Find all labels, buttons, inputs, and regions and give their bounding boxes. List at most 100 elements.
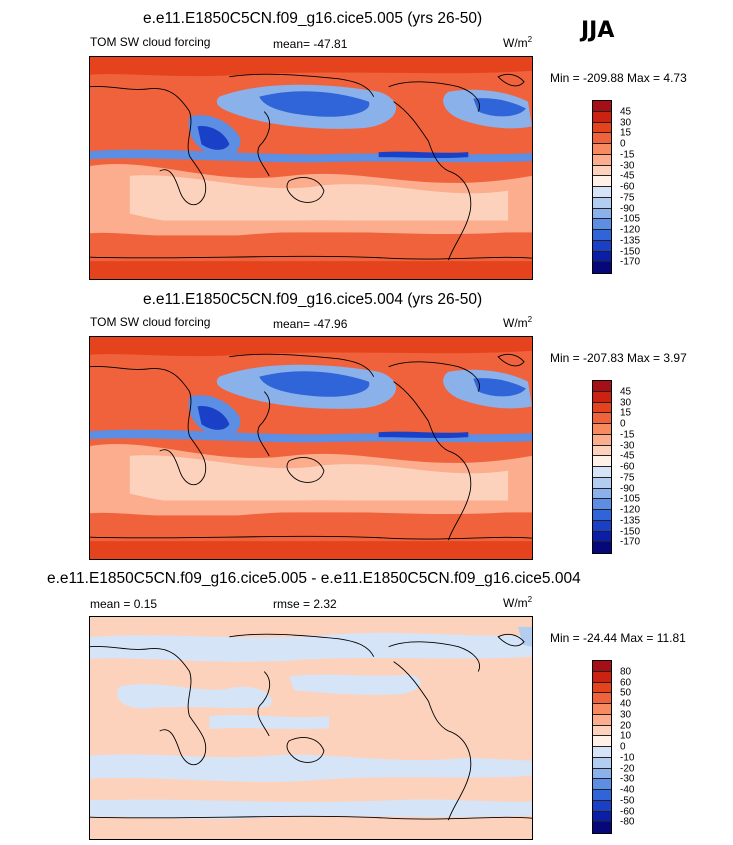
colorbar-tick-label: 20 (620, 720, 632, 731)
colorbar-cell (593, 391, 611, 403)
colorbar-cell (593, 122, 611, 134)
colorbar-cell (593, 510, 611, 521)
colorbar-cell (593, 467, 611, 478)
panel-2-units-label: W/m2 (503, 315, 533, 330)
colorbar-cell (593, 101, 611, 112)
colorbar-tick-label: -50 (620, 795, 635, 807)
colorbar-tick-label: -60 (620, 806, 635, 817)
panel-1-map (89, 56, 533, 280)
colorbar-cell (593, 800, 611, 812)
panel-2-map-graphic (90, 337, 532, 559)
colorbar-tick-label: -40 (620, 784, 635, 796)
colorbar-tick-label: 80 (620, 666, 632, 678)
panel-2-colorbar (592, 380, 612, 554)
colorbar-cell (593, 499, 611, 510)
colorbar-cell (593, 262, 611, 273)
colorbar-cell (593, 456, 611, 467)
colorbar-tick-label: 0 (620, 741, 626, 753)
colorbar-cell (593, 520, 611, 532)
panel-1-units-label: W/m2 (503, 35, 533, 50)
colorbar-tick-label: 0 (620, 138, 626, 150)
colorbar-cell (593, 757, 611, 769)
colorbar-tick-label: -75 (620, 192, 635, 204)
colorbar-cell (593, 790, 611, 801)
colorbar-tick-label: -45 (620, 170, 635, 182)
colorbar-cell (593, 768, 611, 780)
panel-2-title: e.e11.E1850C5CN.f09_g16.cice5.004 (yrs 2… (143, 291, 483, 308)
colorbar-tick-label: 50 (620, 687, 632, 699)
colorbar-cell (593, 714, 611, 726)
colorbar-tick-label: -105 (620, 213, 641, 225)
colorbar-cell (593, 251, 611, 263)
colorbar-cell (593, 219, 611, 230)
colorbar-cell (593, 725, 611, 737)
colorbar-tick-label: -80 (620, 816, 635, 828)
colorbar-tick-label: -120 (620, 224, 641, 236)
colorbar-cell (593, 488, 611, 500)
colorbar-cell (593, 208, 611, 220)
colorbar-tick-label: -15 (620, 149, 635, 161)
colorbar-tick-label: -10 (620, 752, 635, 764)
colorbar-cell (593, 402, 611, 414)
colorbar-cell (593, 779, 611, 790)
colorbar-tick-label: 45 (620, 106, 632, 118)
colorbar-cell (593, 240, 611, 252)
colorbar-cell (593, 424, 611, 435)
colorbar-cell (593, 747, 611, 758)
colorbar-cell (593, 197, 611, 209)
colorbar-cell (593, 230, 611, 241)
colorbar-tick-label: -170 (620, 536, 641, 548)
colorbar-cell (593, 111, 611, 123)
panel-3-map (89, 616, 533, 840)
colorbar-tick-label: -105 (620, 493, 641, 505)
colorbar-tick-label: 30 (620, 117, 632, 128)
colorbar-cell (593, 822, 611, 833)
panel-1-minmax-label: Min = -209.88 Max = 4.73 (550, 71, 687, 85)
panel-1-mean-label: mean= -47.81 (273, 37, 348, 51)
panel-3-units-label: W/m2 (503, 595, 533, 610)
colorbar-cell (593, 477, 611, 489)
colorbar-cell (593, 144, 611, 155)
colorbar-cell (593, 413, 611, 424)
colorbar-cell (593, 531, 611, 543)
panel-3-minmax-label: Min = -24.44 Max = 11.81 (550, 631, 686, 645)
colorbar-tick-label: 30 (620, 397, 632, 408)
colorbar-cell (593, 176, 611, 187)
colorbar-tick-label: 15 (620, 127, 632, 139)
colorbar-tick-label: -135 (620, 515, 641, 527)
panel-3-title: e.e11.E1850C5CN.f09_g16.cice5.005 - e.e1… (47, 570, 581, 587)
panel-3-map-graphic (90, 617, 532, 839)
season-label: JJA (581, 18, 615, 43)
panel-3-colorbar (592, 660, 612, 834)
colorbar-cell (593, 165, 611, 177)
panel-2-mean-label: mean= -47.96 (273, 317, 348, 331)
panel-1-colorbar (592, 100, 612, 274)
colorbar-tick-label: -60 (620, 461, 635, 473)
colorbar-tick-label: -75 (620, 472, 635, 484)
colorbar-cell (593, 381, 611, 392)
colorbar-tick-label: -120 (620, 504, 641, 516)
colorbar-tick-label: 45 (620, 386, 632, 398)
panel-3-rmse-label: rmse = 2.32 (273, 597, 337, 611)
colorbar-tick-label: -45 (620, 450, 635, 462)
colorbar-tick-label: -30 (620, 160, 635, 171)
colorbar-tick-label: -90 (620, 483, 635, 494)
colorbar-cell (593, 736, 611, 747)
colorbar-tick-label: -170 (620, 256, 641, 268)
panel-1-map-graphic (90, 57, 532, 279)
colorbar-cell (593, 154, 611, 166)
colorbar-cell (593, 693, 611, 704)
colorbar-tick-label: 10 (620, 730, 632, 742)
colorbar-tick-label: -60 (620, 181, 635, 193)
panel-2-minmax-label: Min = -207.83 Max = 3.97 (550, 351, 687, 365)
colorbar-cell (593, 671, 611, 683)
colorbar-cell (593, 682, 611, 694)
colorbar-cell (593, 434, 611, 446)
colorbar-tick-label: -150 (620, 526, 641, 537)
colorbar-tick-label: 30 (620, 709, 632, 721)
colorbar-cell (593, 187, 611, 198)
colorbar-cell (593, 542, 611, 553)
panel-2-variable-label: TOM SW cloud forcing (90, 315, 211, 329)
colorbar-tick-label: -15 (620, 429, 635, 441)
panel-1-variable-label: TOM SW cloud forcing (90, 35, 211, 49)
